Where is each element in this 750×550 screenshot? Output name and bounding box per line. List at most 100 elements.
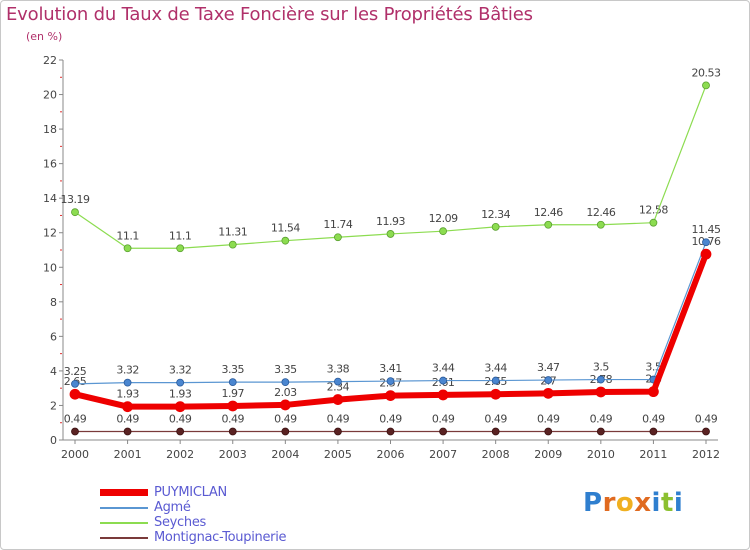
x-tick-label: 2001 — [114, 448, 142, 461]
data-label: 0.49 — [327, 413, 350, 426]
data-point — [334, 427, 342, 436]
x-tick-label: 2009 — [534, 448, 562, 461]
x-tick-label: 2000 — [61, 448, 89, 461]
x-tick-label: 2012 — [692, 448, 720, 461]
data-label: 3.32 — [116, 364, 139, 377]
data-point — [596, 375, 605, 384]
data-label: 0.49 — [432, 413, 455, 426]
data-point — [69, 388, 81, 400]
x-tick-label: 2005 — [324, 448, 352, 461]
data-point — [702, 238, 710, 247]
data-point — [122, 401, 133, 413]
legend-item: Seyches — [100, 515, 286, 530]
data-point — [228, 240, 237, 249]
data-label: 12.46 — [534, 206, 563, 219]
data-point — [439, 227, 447, 236]
y-tick-label: 2 — [50, 399, 57, 412]
data-point — [649, 427, 658, 436]
data-point — [71, 427, 79, 436]
data-point — [491, 222, 500, 231]
legend-swatch — [100, 489, 148, 496]
data-label: 3.35 — [222, 363, 245, 376]
data-label: 0.49 — [695, 413, 718, 426]
data-label: 2.34 — [327, 381, 350, 394]
chart-legend: PUYMICLAN Agmé Seyches Montignac-Toupinerie — [100, 485, 287, 545]
y-tick-label: 8 — [50, 296, 57, 309]
data-point — [123, 244, 132, 253]
legend-label: Seyches — [154, 515, 207, 530]
data-label: 11.1 — [116, 229, 139, 242]
legend-item: Montignac-Toupinerie — [100, 530, 287, 545]
y-tick-label: 18 — [43, 123, 57, 136]
data-label: 11.54 — [271, 222, 300, 235]
data-point — [439, 376, 447, 385]
data-label: 0.49 — [484, 413, 507, 426]
proxiti-logo: Proxiti — [583, 488, 683, 518]
legend-label: Montignac-Toupinerie — [154, 530, 287, 545]
x-tick-label: 2002 — [166, 448, 194, 461]
data-point — [491, 427, 500, 436]
data-label: 3.44 — [484, 362, 507, 375]
data-point — [544, 427, 553, 436]
data-label: 12.09 — [429, 212, 458, 225]
data-label: 3.35 — [274, 363, 297, 376]
data-point — [386, 427, 395, 436]
data-label: 1.93 — [169, 388, 192, 401]
data-point — [228, 427, 237, 436]
data-point — [437, 389, 449, 401]
legend-swatch — [100, 506, 148, 509]
data-point — [542, 387, 554, 399]
legend-label: Agmé — [154, 500, 191, 515]
legend-swatch — [100, 536, 148, 539]
data-label: 11.74 — [323, 218, 352, 231]
y-tick-label: 16 — [43, 158, 57, 171]
data-label: 2.03 — [274, 386, 297, 399]
data-point — [439, 427, 447, 436]
y-tick-label: 10 — [43, 261, 57, 274]
data-label: 20.53 — [692, 66, 721, 79]
data-point — [176, 378, 185, 387]
data-point — [176, 244, 185, 253]
data-point — [544, 376, 553, 384]
data-point — [702, 427, 710, 436]
data-label: 3.44 — [432, 362, 455, 375]
x-tick-label: 2008 — [482, 448, 510, 461]
data-point — [123, 427, 132, 436]
data-point — [544, 220, 553, 229]
data-point — [332, 394, 344, 405]
data-point — [596, 220, 605, 229]
x-tick-label: 2006 — [377, 448, 405, 461]
data-label: 11.31 — [218, 226, 247, 239]
data-point — [385, 390, 396, 402]
x-tick-label: 2011 — [639, 448, 667, 461]
data-label: 11.1 — [169, 229, 192, 242]
data-point — [648, 386, 659, 398]
x-tick-label: 2010 — [587, 448, 615, 461]
data-point — [700, 248, 712, 260]
y-tick-label: 22 — [43, 54, 57, 67]
data-point — [386, 230, 395, 238]
data-point — [281, 378, 290, 387]
data-label: 0.49 — [222, 413, 245, 426]
data-label: 13.19 — [61, 193, 90, 206]
data-label: 3.38 — [327, 363, 350, 376]
data-point — [176, 427, 185, 436]
data-point — [281, 236, 290, 245]
data-label: 3.47 — [537, 361, 560, 374]
data-point — [281, 427, 290, 436]
data-label: 12.34 — [481, 208, 510, 221]
legend-item: Agmé — [100, 500, 286, 515]
x-tick-label: 2004 — [271, 448, 299, 461]
data-label: 0.49 — [537, 413, 560, 426]
data-point — [491, 376, 500, 385]
chart-title: Evolution du Taux de Taxe Foncière sur l… — [6, 4, 533, 25]
data-point — [595, 386, 607, 398]
data-label: 0.49 — [379, 413, 402, 426]
data-label: 3.25 — [64, 365, 87, 378]
data-point — [490, 388, 502, 400]
data-label: 3.5 — [593, 361, 609, 374]
data-label: 11.93 — [376, 215, 405, 228]
proxiti-logo-text: Proxiti — [583, 488, 684, 518]
legend-label: PUYMICLAN — [154, 485, 227, 500]
